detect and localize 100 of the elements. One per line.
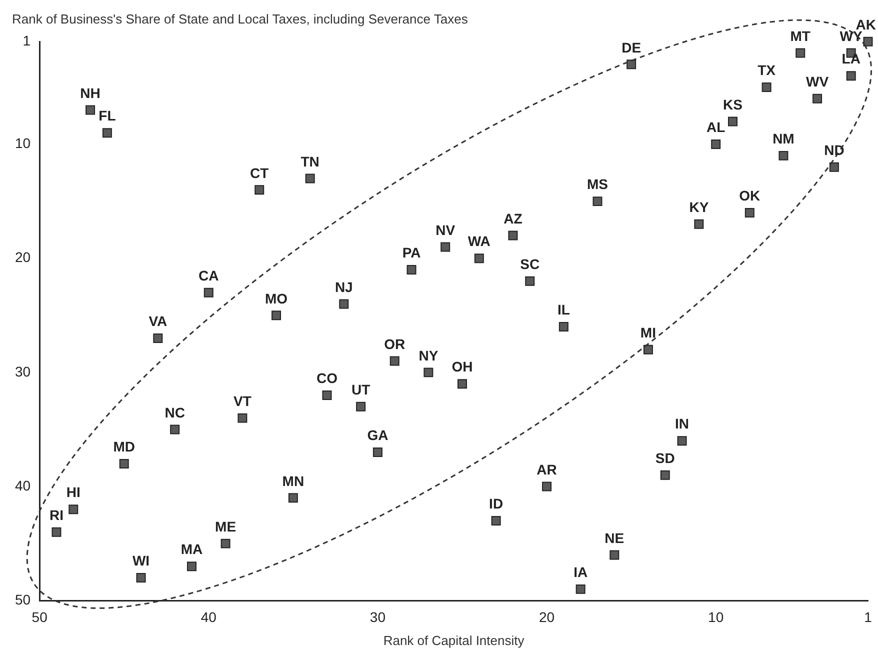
point <box>626 60 636 70</box>
y-tick-label: 1 <box>22 32 31 48</box>
x-tick-label: 30 <box>370 608 386 625</box>
x-tick-label: 20 <box>538 608 555 625</box>
annotation: MI <box>640 324 656 340</box>
annotation: WV <box>806 74 830 90</box>
point <box>204 288 214 298</box>
point <box>812 94 822 104</box>
point <box>829 162 839 172</box>
x-tick-label: 1 <box>864 608 872 625</box>
point <box>610 550 620 560</box>
point <box>356 402 366 412</box>
point <box>525 276 535 286</box>
annotation: AL <box>706 119 726 136</box>
point <box>424 368 434 378</box>
point <box>778 150 788 160</box>
point <box>220 538 230 548</box>
point <box>86 105 96 115</box>
annotation: NC <box>164 404 185 420</box>
point <box>643 344 653 354</box>
annotation: WA <box>468 233 490 250</box>
point <box>677 436 687 446</box>
y-axis-title: Rank of Business's Share of State and Local Taxes, including Severance Taxes <box>12 11 468 26</box>
y-tick-label: 20 <box>14 249 31 266</box>
annotation: RI <box>49 507 64 524</box>
annotation: KY <box>689 198 710 215</box>
annotation: AZ <box>504 210 523 226</box>
annotation: CA <box>198 267 219 284</box>
annotation: ME <box>215 518 236 534</box>
point <box>238 413 248 423</box>
annotation: MN <box>282 472 304 489</box>
point <box>762 82 772 92</box>
point <box>592 196 602 206</box>
annotation: MD <box>113 438 135 455</box>
annotation: LA <box>842 50 860 67</box>
annotation: KS <box>723 96 742 112</box>
y-tick-label: 10 <box>14 135 31 152</box>
annotation: FL <box>98 108 116 124</box>
y-tick-label: 30 <box>14 363 31 380</box>
annotation: MA <box>180 541 203 558</box>
point <box>186 562 196 572</box>
point <box>508 230 518 240</box>
point <box>52 527 62 537</box>
annotation: NH <box>80 84 100 101</box>
point <box>102 128 112 138</box>
annotation: NM <box>772 130 794 147</box>
annotation: DE <box>622 39 642 56</box>
annotation: ID <box>489 496 504 512</box>
annotation: NE <box>604 530 624 546</box>
point <box>694 219 704 229</box>
annotation: OK <box>739 188 760 204</box>
point <box>406 265 416 275</box>
point <box>254 185 264 195</box>
annotation: MO <box>264 290 288 306</box>
point <box>170 424 180 434</box>
point <box>119 458 129 468</box>
y-tick-label: 50 <box>14 591 31 608</box>
annotation: AR <box>536 461 557 478</box>
point <box>457 379 467 389</box>
annotation: CO <box>316 370 338 386</box>
point <box>305 174 315 184</box>
annotation: HI <box>66 484 80 500</box>
point <box>542 482 552 492</box>
point <box>576 584 586 594</box>
annotation: WI <box>132 552 150 569</box>
y-tick-label: 40 <box>14 477 31 494</box>
x-axis-title: Rank of Capital Intensity <box>383 632 525 648</box>
annotation: NJ <box>334 278 353 295</box>
annotation: NY <box>418 347 439 364</box>
annotation: VT <box>234 392 252 409</box>
annotation: UT <box>351 382 371 398</box>
point <box>322 390 332 400</box>
point <box>660 470 670 480</box>
annotation: MS <box>586 176 608 192</box>
point <box>863 36 873 46</box>
point <box>711 140 721 150</box>
point <box>728 116 738 126</box>
annotation: NV <box>436 222 456 238</box>
annotation: OH <box>452 358 473 375</box>
point <box>474 254 484 264</box>
annotation: IL <box>557 302 570 318</box>
point <box>440 242 450 252</box>
x-tick-label: 50 <box>32 608 48 625</box>
annotation: MT <box>790 28 811 44</box>
annotation: SC <box>520 256 540 272</box>
point <box>390 356 400 366</box>
point <box>68 504 78 514</box>
annotation: ND <box>824 142 844 158</box>
annotation: CT <box>250 164 270 181</box>
annotation: PA <box>402 244 421 261</box>
annotation: IN <box>675 416 690 432</box>
annotation: GA <box>367 427 388 444</box>
point <box>558 322 568 332</box>
x-tick-label: 10 <box>708 608 724 625</box>
annotation: SD <box>655 450 675 466</box>
annotation: AK <box>856 16 876 32</box>
annotation: TX <box>758 62 776 78</box>
point <box>272 310 282 320</box>
point <box>339 299 349 309</box>
point <box>288 493 298 503</box>
